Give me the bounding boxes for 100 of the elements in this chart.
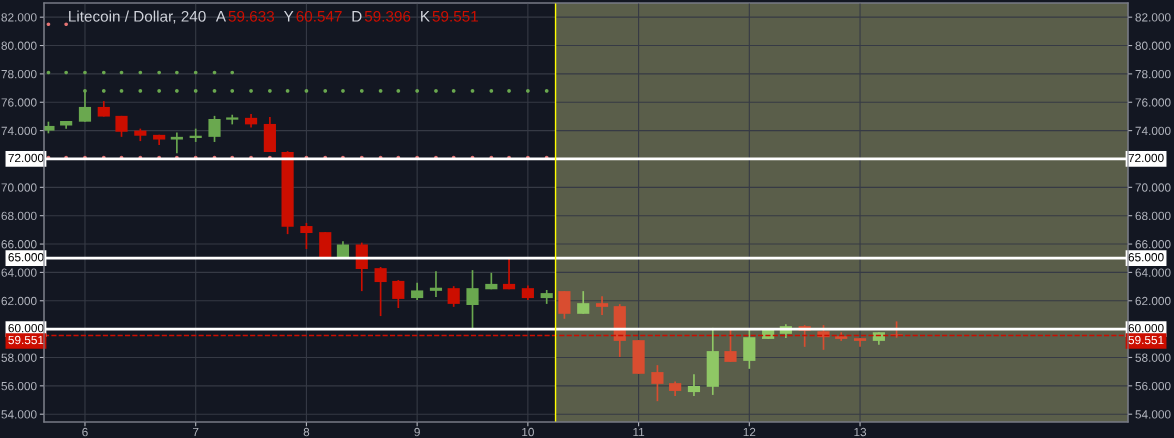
chart-title: Litecoin / Dollar, 240	[69, 10, 206, 24]
point	[489, 89, 494, 93]
annotation: 59.396	[364, 10, 411, 22]
point	[304, 89, 309, 93]
y2-tick-label: 66.000	[1135, 240, 1171, 249]
point	[415, 89, 419, 93]
candlestick	[558, 290, 571, 320]
point	[396, 89, 401, 93]
candlestick	[170, 131, 183, 154]
y2-tick-label: 58.000	[1135, 353, 1171, 362]
y-tick-label: 70.000	[1, 183, 37, 192]
ref-line-label: 60.000	[8, 323, 44, 333]
y-tick-label: 54.000	[1, 410, 37, 419]
candlestick	[392, 279, 405, 309]
point	[83, 70, 87, 75]
y2-tick-label: 56.000	[1135, 381, 1171, 391]
text: 72.000	[1128, 153, 1164, 163]
y2-tick-label: 80.000	[1135, 41, 1171, 50]
point	[451, 89, 456, 93]
point	[323, 89, 328, 93]
candlestick	[466, 269, 479, 329]
point	[341, 89, 345, 93]
ref-line-label: 59.551	[1128, 335, 1164, 345]
point	[249, 89, 253, 93]
point	[378, 89, 383, 93]
annotation: Y	[283, 11, 294, 22]
point	[230, 89, 235, 93]
point	[285, 89, 290, 93]
y2-tick-label: 54.000	[1135, 410, 1171, 419]
y2-tick-label: 62.000	[1135, 296, 1171, 306]
candlestick	[743, 328, 756, 370]
x-tick-label: 10	[522, 427, 534, 437]
candlestick	[724, 328, 737, 363]
point	[64, 70, 68, 75]
point	[359, 89, 364, 93]
y-tick-label: 74.000	[1, 126, 37, 136]
y-tick-label: 62.000	[1, 296, 37, 306]
point	[193, 89, 198, 93]
y-tick-label: 58.000	[1, 353, 37, 362]
x-tick-label: 9	[414, 427, 420, 437]
point	[138, 89, 143, 93]
point	[119, 89, 124, 93]
point	[64, 22, 68, 27]
annotation: 60.547	[296, 10, 342, 22]
point	[138, 70, 143, 75]
ref-line-label: 72.000	[8, 153, 44, 163]
point	[101, 70, 106, 75]
y2-tick-label: 76.000	[1135, 98, 1171, 107]
point	[268, 89, 272, 93]
point	[46, 22, 51, 27]
y2-tick-label: 64.000	[1135, 268, 1171, 277]
y2-tick-label: 68.000	[1135, 211, 1171, 221]
y-tick-label: 68.000	[1, 211, 37, 221]
annotation: A	[215, 11, 227, 22]
x-tick-label: 11	[633, 427, 645, 437]
y2-tick-label: 82.000	[1135, 13, 1171, 22]
annotation: K	[421, 11, 430, 22]
point	[230, 70, 235, 75]
point	[157, 70, 161, 75]
x-tick-label: 13	[854, 427, 867, 437]
point	[157, 89, 161, 93]
point	[175, 89, 179, 93]
candlestick	[300, 222, 313, 250]
annotation: 59.633	[228, 10, 275, 22]
candlestick	[374, 266, 387, 317]
x-tick-label: 8	[303, 427, 310, 437]
y2-tick-label: 78.000	[1135, 69, 1171, 79]
y-tick-label: 66.000	[1, 240, 37, 249]
y-tick-label: 78.000	[1, 69, 37, 79]
text: 65.000	[1128, 253, 1164, 262]
candlestick	[595, 295, 609, 316]
x-tick-label: 12	[743, 427, 756, 437]
text: 60.000	[1128, 323, 1164, 333]
candlestick	[577, 290, 590, 315]
x-tick-label: 7	[193, 427, 199, 437]
y-tick-label: 82.000	[1, 13, 37, 22]
candlestick	[429, 270, 443, 298]
candlestick	[817, 324, 830, 351]
point	[507, 89, 511, 93]
ref-line-label: 65.000	[8, 253, 44, 262]
y2-tick-label: 70.000	[1135, 183, 1171, 192]
candlestick	[687, 373, 701, 397]
y-tick-label: 64.000	[1, 268, 37, 277]
point	[434, 89, 438, 93]
point	[193, 70, 198, 75]
annotation: 59.551	[432, 10, 478, 22]
annotation: D	[352, 11, 362, 22]
point	[101, 89, 106, 93]
text: 59.551	[8, 335, 44, 345]
y2-tick-label: 74.000	[1135, 126, 1171, 136]
y-tick-label: 76.000	[1, 98, 37, 107]
point	[212, 89, 217, 93]
point	[544, 89, 549, 93]
point	[526, 89, 530, 93]
candlestick	[208, 115, 221, 143]
point	[175, 70, 179, 75]
y-tick-label: 80.000	[1, 41, 37, 50]
y-tick-label: 56.000	[1, 381, 37, 391]
candlestick	[651, 364, 664, 402]
point	[470, 89, 475, 93]
